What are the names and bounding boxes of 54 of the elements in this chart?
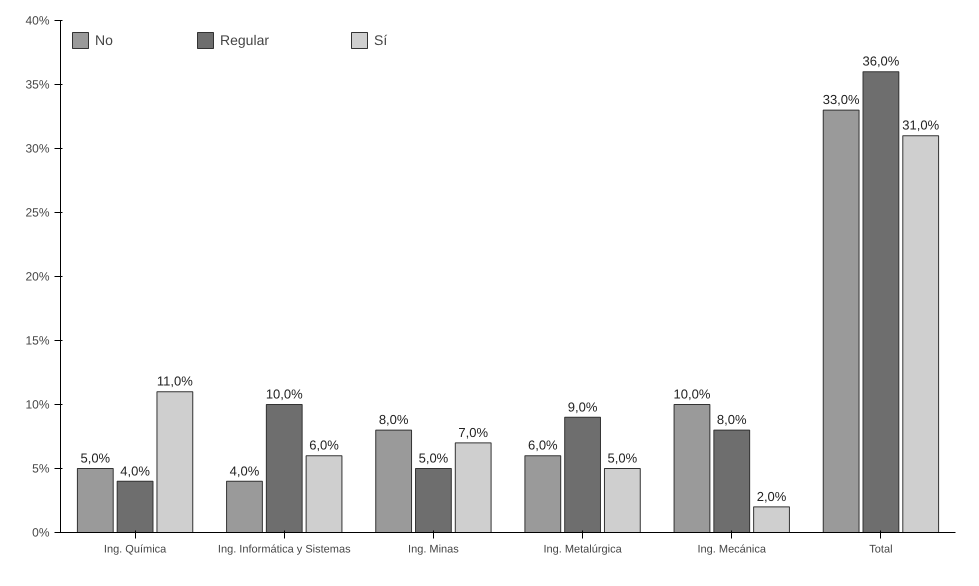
data-label: 4,0% — [120, 463, 150, 478]
bar — [156, 391, 194, 532]
bar — [753, 506, 790, 532]
y-tick-label: 10% — [25, 398, 50, 412]
data-label: 7,0% — [458, 424, 488, 440]
data-label: 5,0% — [418, 450, 449, 466]
data-label: 8,0% — [716, 412, 748, 428]
bar — [862, 71, 900, 532]
y-tick-label: 25% — [25, 206, 50, 220]
data-label: 8,0% — [378, 412, 409, 428]
y-tick-label: 15% — [25, 334, 50, 348]
bar — [306, 455, 342, 532]
y-tick-label: 20% — [25, 270, 50, 284]
x-tick-label: Total — [869, 544, 893, 556]
data-label: 4,0% — [230, 463, 260, 478]
legend-label: Sí — [374, 32, 388, 48]
data-label: 5,0% — [608, 450, 638, 466]
bar — [76, 468, 114, 532]
bar — [266, 404, 303, 532]
bar — [524, 455, 562, 532]
data-label: 2,0% — [756, 488, 787, 504]
y-tick-label: 40% — [25, 14, 50, 28]
bar — [902, 135, 940, 532]
y-tick-label: 5% — [32, 462, 50, 476]
x-tick-label: Ing. Informática y Sistemas — [218, 544, 352, 556]
bar — [454, 442, 492, 532]
bar — [116, 480, 154, 532]
data-label: 9,0% — [568, 399, 598, 414]
bar — [822, 110, 860, 532]
bar — [604, 468, 641, 532]
data-label: 33,0% — [822, 92, 860, 108]
data-label: 31,0% — [902, 118, 940, 133]
x-tick-label: Ing. Química — [104, 544, 168, 556]
data-label: 36,0% — [862, 54, 900, 69]
x-tick-label: Ing. Metalúrgica — [543, 544, 623, 556]
y-tick-label: 30% — [25, 142, 50, 156]
bar — [713, 430, 750, 532]
bar — [564, 416, 601, 532]
bar — [415, 468, 452, 532]
data-label: 6,0% — [309, 438, 340, 453]
data-label: 11,0% — [156, 374, 194, 389]
bar — [226, 480, 263, 532]
legend-label: No — [95, 32, 114, 48]
y-tick-label: 0% — [32, 526, 50, 540]
data-label: 10,0% — [674, 386, 711, 402]
x-tick-label: Ing. Mecánica — [698, 544, 767, 556]
data-label: 6,0% — [528, 438, 558, 453]
bar — [674, 404, 710, 532]
bar — [375, 430, 412, 532]
data-label: 5,0% — [80, 450, 111, 466]
data-label: 10,0% — [266, 386, 304, 402]
y-tick-label: 35% — [25, 78, 50, 92]
x-tick-label: Ing. Minas — [408, 544, 460, 556]
legend-label: Regular — [220, 32, 270, 48]
